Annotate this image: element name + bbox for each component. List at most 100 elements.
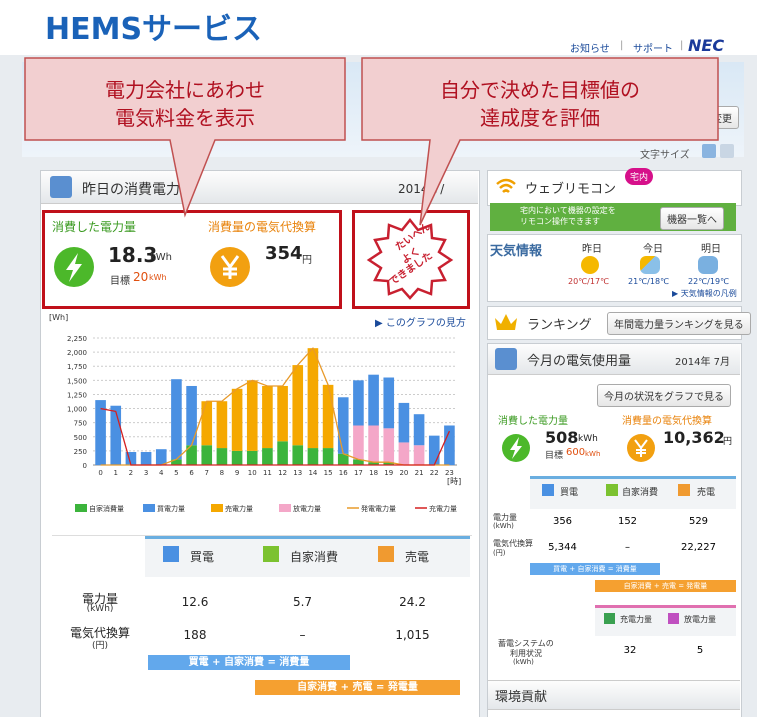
self-icon [263, 546, 279, 562]
legend-swatch [143, 504, 155, 512]
month-date: 2014年 7月 [675, 353, 730, 368]
ranking-button[interactable]: 年間電力量ランキングを見る [607, 312, 751, 335]
body: HEMSサービス お知らせ | サポート | NEC 変更 文字サイズ 昨日の消… [0, 0, 757, 717]
calendar-icon [495, 348, 517, 370]
bar-segment [110, 406, 121, 465]
self-icon [606, 484, 618, 496]
x-tick-label: 21 [415, 469, 424, 477]
discharge-icon [668, 613, 679, 624]
bar-segment [368, 425, 379, 462]
row-unit: (kWh) [60, 604, 140, 614]
bar-segment [201, 445, 212, 465]
legend-label: 自家消費量 [89, 504, 124, 513]
callout-text: 電力会社にあわせ [25, 74, 345, 103]
y-tick-label: 250 [74, 448, 87, 456]
cell: 24.2 [360, 595, 465, 609]
bar-segment [323, 448, 334, 465]
charge-icon [604, 613, 615, 624]
month-graph-button[interactable]: 今月の状況をグラフで見る [597, 384, 731, 407]
table-header: 買電 [190, 548, 214, 565]
bar-segment [399, 442, 410, 465]
table-header: 自家消費 [622, 485, 658, 498]
bar-segment [247, 380, 258, 451]
crown-icon [493, 312, 519, 332]
x-tick-label: 4 [159, 469, 164, 477]
page-root: HEMS {"header":{"logo":"HEMSサービス","links… [0, 0, 757, 717]
table-header: 買電 [560, 485, 578, 498]
buy-icon [163, 546, 179, 562]
x-tick-label: 23 [445, 469, 454, 477]
bar-segment [292, 445, 303, 465]
row-unit: (円) [60, 638, 140, 651]
x-tick-label: 11 [263, 469, 272, 477]
x-tick-label: 12 [278, 469, 287, 477]
x-tick-label: 17 [354, 469, 363, 477]
used-label: 消費した電力量 [498, 412, 568, 427]
cost-label: 消費量の電気代換算 [622, 412, 712, 427]
bar-segment [383, 378, 394, 429]
yen-icon [625, 432, 657, 464]
bar-segment [217, 401, 228, 448]
row-unit: (kWh) [513, 658, 534, 666]
bar-segment [399, 403, 410, 443]
target-unit: kWh [585, 450, 600, 458]
buy-icon [542, 484, 554, 496]
bar-segment [323, 385, 334, 448]
callout-text: 自分で決めた目標値の [362, 74, 718, 103]
bar-segment [414, 414, 425, 445]
chart-help-link[interactable]: ▶ このグラフの見方 [375, 314, 466, 329]
bar-segment [383, 428, 394, 462]
formula-consumption: 買電 + 自家消費 = 消費量 [530, 563, 660, 575]
cell: 188 [145, 628, 245, 642]
cell: – [250, 628, 355, 642]
table-header: 自家消費 [290, 548, 338, 565]
x-tick-label: 15 [324, 469, 333, 477]
legend-swatch [211, 504, 223, 512]
y-tick-label: 1,250 [67, 391, 87, 399]
legend-label: 発電電力量 [361, 504, 396, 513]
legend-swatch [75, 504, 87, 512]
x-tick-label: 6 [189, 469, 194, 477]
bar-segment [353, 380, 364, 425]
page: HEMSサービス お知らせ | サポート | NEC 変更 文字サイズ 昨日の消… [0, 0, 757, 717]
bar-segment [217, 448, 228, 465]
x-tick-label: 19 [384, 469, 393, 477]
bar-segment [292, 365, 303, 445]
y-tick-label: 750 [74, 420, 87, 428]
cell: 32 [595, 645, 665, 656]
y-axis-label: [Wh] [49, 313, 68, 322]
bar-segment [171, 379, 182, 459]
bar-segment [262, 386, 273, 448]
cell: 5.7 [250, 595, 355, 609]
legend-swatch [279, 504, 291, 512]
x-tick-label: 13 [293, 469, 302, 477]
cell: – [595, 542, 660, 553]
bar-segment [141, 452, 152, 465]
crown [495, 314, 517, 330]
x-tick-label: 0 [98, 469, 102, 477]
bar-segment [308, 448, 319, 465]
cell: 1,015 [360, 628, 465, 642]
sell-icon [378, 546, 394, 562]
callout-text: 達成度を評価 [362, 102, 718, 131]
row-unit: (円) [493, 548, 505, 558]
target-value: 600 [566, 447, 585, 458]
bar-segment [414, 445, 425, 465]
table-header: 充電力量 [620, 614, 652, 625]
table-header: 売電 [697, 485, 715, 498]
bar-segment [429, 436, 440, 465]
y-tick-label: 1,500 [67, 377, 87, 385]
formula-generation: 自家消費 + 売電 = 発電量 [595, 580, 736, 592]
used-value: 508 [545, 428, 578, 447]
cell: 5 [665, 645, 735, 656]
cell: 12.6 [145, 595, 245, 609]
x-tick-label: 10 [248, 469, 257, 477]
x-tick-label: 22 [430, 469, 439, 477]
y-tick-label: 1,750 [67, 363, 87, 371]
bar-segment [353, 425, 364, 459]
cost-value: 10,362 [663, 428, 725, 447]
bar-segment [201, 401, 212, 445]
x-tick-label: 5 [174, 469, 178, 477]
cell: 356 [530, 516, 595, 527]
bar-segment [247, 451, 258, 465]
